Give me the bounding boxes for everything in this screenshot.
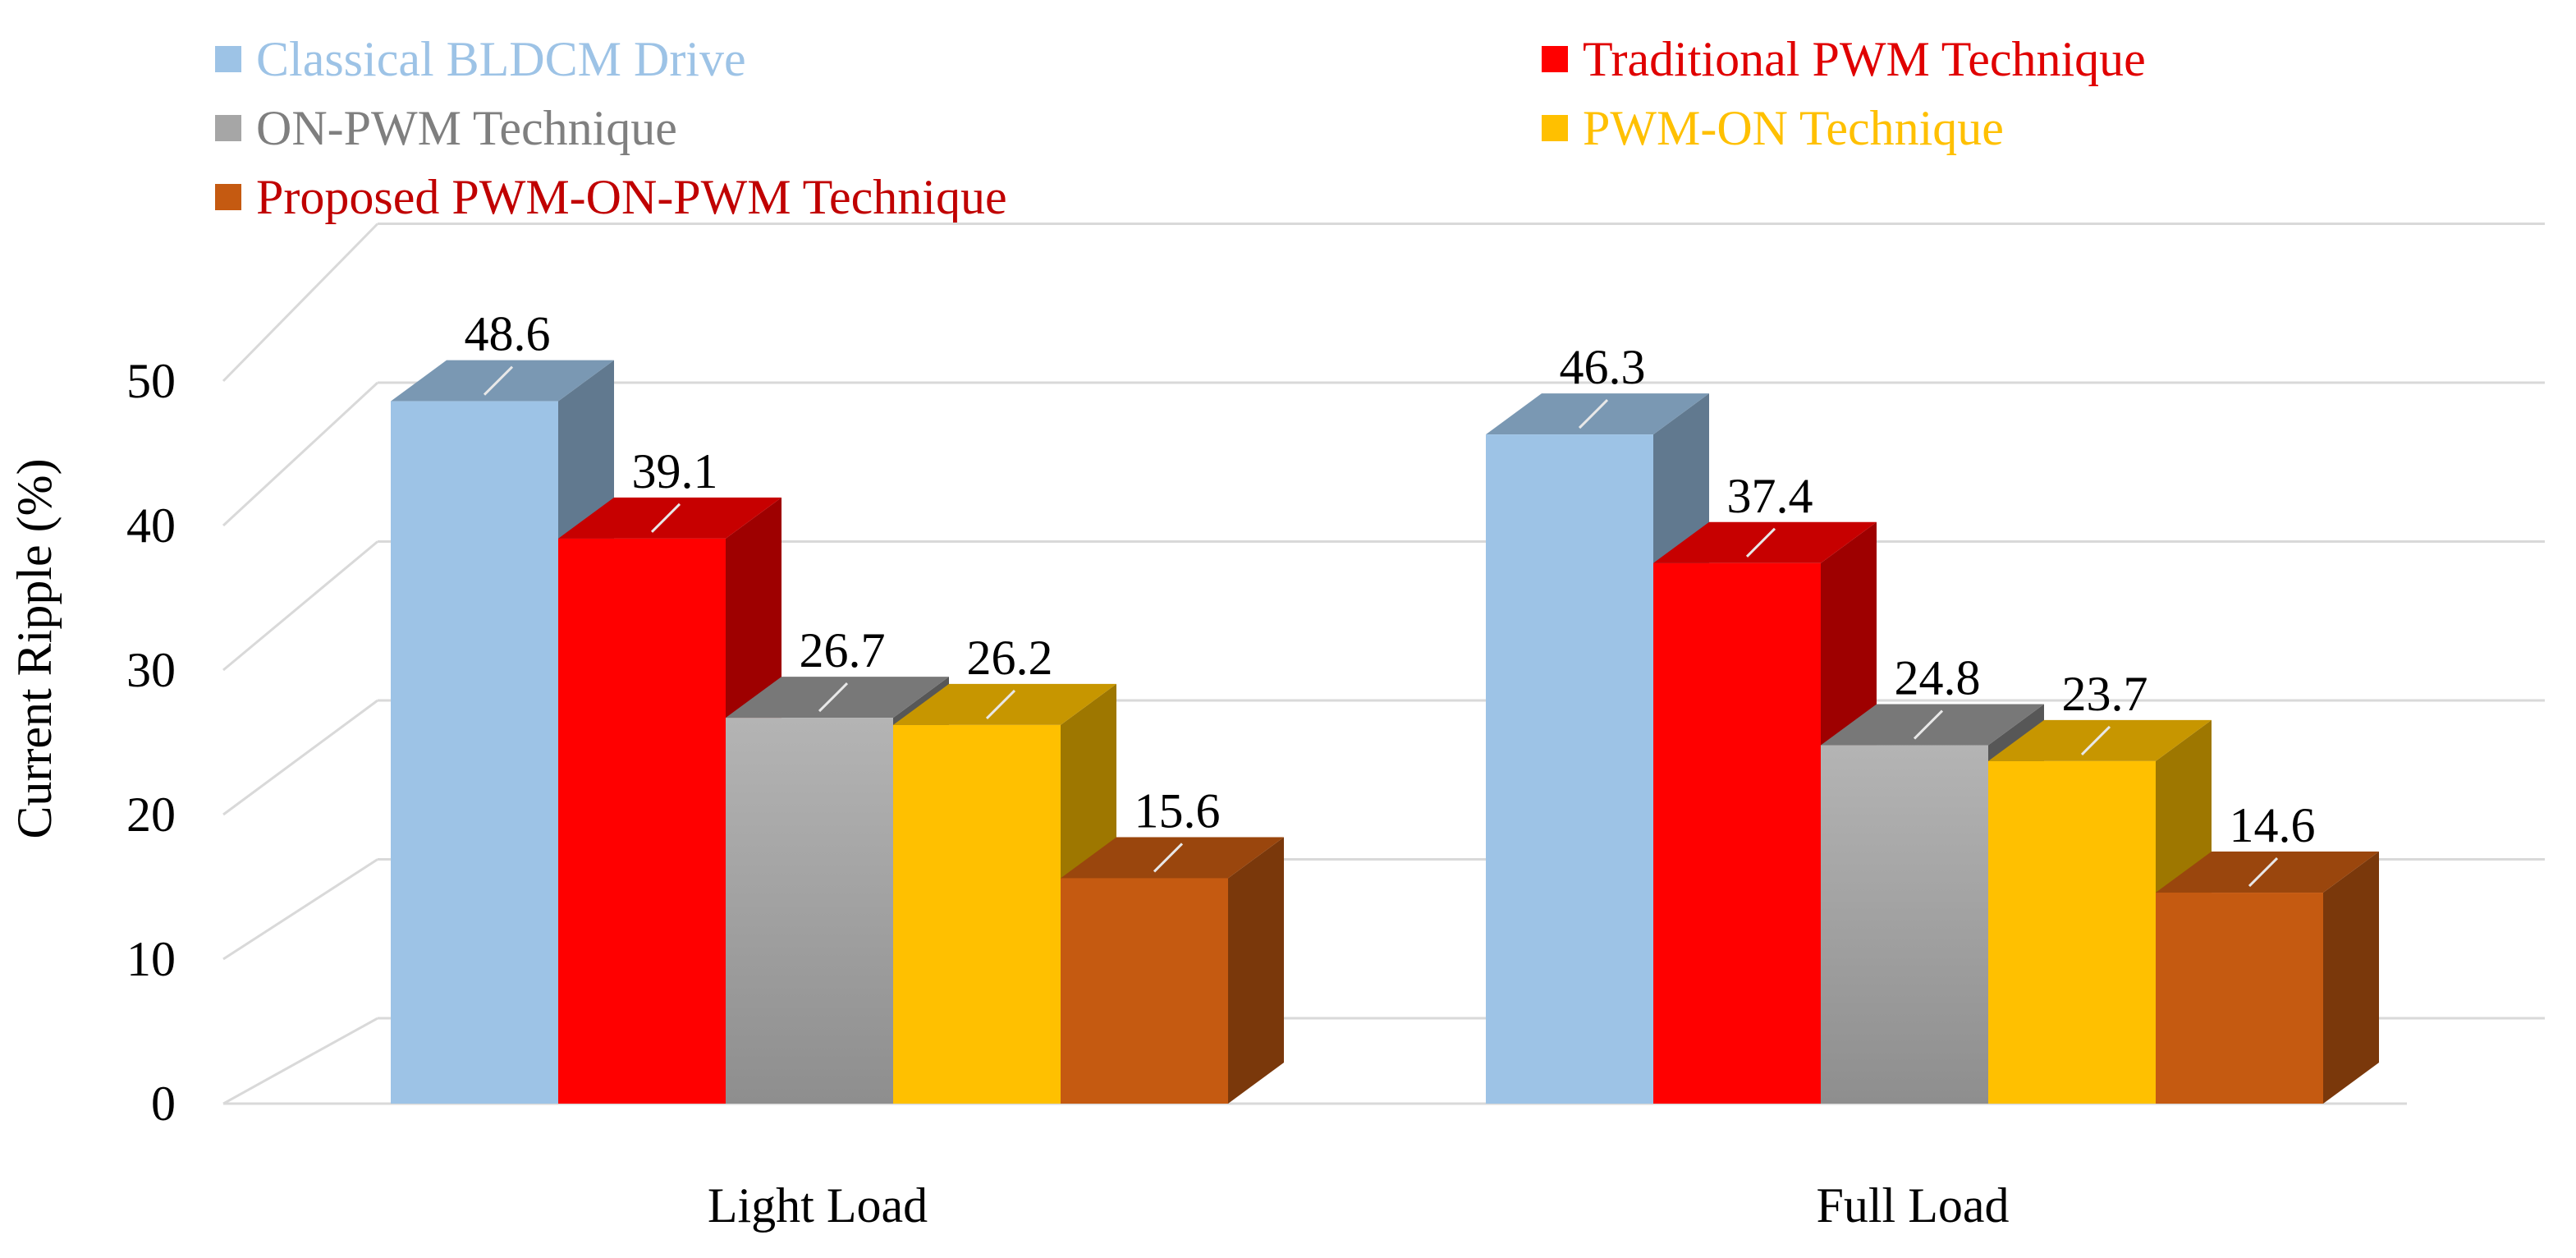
y-tick-label-50: 50 <box>126 354 176 408</box>
legend-item-proposed-pwm-on-pwm: Proposed PWM-ON-PWM Technique <box>215 163 1007 232</box>
bar-full-load-5 <box>2156 852 2379 1104</box>
gridline-depth-50 <box>222 223 379 383</box>
label-leader <box>985 689 1016 719</box>
gridline-depth-20 <box>222 699 378 816</box>
bar-front <box>391 401 558 1104</box>
legend-swatch-proposed-pwm-on-pwm <box>215 184 241 210</box>
data-labels: 48.6 39.1 26.7 26.2 15.6 46.3 37.4 24.8 23.7 14.6 <box>465 307 2316 888</box>
label-leader <box>650 503 681 533</box>
bar-front <box>1486 434 1653 1104</box>
x-axis: Light Load Full Load <box>708 1178 2010 1233</box>
legend-swatch-traditional-pwm <box>1542 46 1568 72</box>
bar-front <box>726 718 893 1104</box>
legend-item-classical-bldcm-drive: Classical BLDCM Drive <box>215 25 746 94</box>
data-label-light-load-1: 48.6 <box>465 307 551 361</box>
bar-front <box>1988 760 2156 1104</box>
x-tick-label-light-load: Light Load <box>708 1178 928 1233</box>
legend-label-proposed-pwm-on-pwm: Proposed PWM-ON-PWM Technique <box>256 169 1007 224</box>
bar-top <box>391 360 614 402</box>
label-leader <box>1745 527 1776 558</box>
legend-label-pwm-on: PWM-ON Technique <box>1583 100 2004 155</box>
data-label-full-load-5: 14.6 <box>2230 798 2316 852</box>
data-label-full-load-2: 37.4 <box>1727 469 1813 523</box>
label-leader <box>818 682 849 713</box>
gridline-depth-40 <box>222 381 379 527</box>
bar-top <box>2156 852 2379 893</box>
bar-front <box>2156 893 2323 1104</box>
y-axis: 0 10 20 30 40 50 <box>126 354 176 1131</box>
bar-top <box>1821 704 2044 746</box>
bar-front <box>1821 745 1988 1104</box>
data-label-light-load-3: 26.7 <box>800 623 886 677</box>
bar-front <box>1653 562 1821 1104</box>
bar-side <box>2323 852 2379 1104</box>
legend-swatch-on-pwm <box>215 115 241 141</box>
label-leader <box>1578 399 1609 429</box>
bar-full-load-1 <box>1486 393 1709 1104</box>
legend-item-traditional-pwm: Traditional PWM Technique <box>1542 25 2146 94</box>
legend-swatch-pwm-on <box>1542 115 1568 141</box>
legend-label-on-pwm: ON-PWM Technique <box>256 100 677 155</box>
bar-top <box>558 497 782 539</box>
bar-top <box>726 677 949 719</box>
gridline-depth-10 <box>222 858 378 961</box>
y-tick-label-30: 30 <box>126 643 176 697</box>
gridline-depth-30 <box>222 540 378 672</box>
label-leader <box>1153 842 1184 873</box>
bar-front <box>893 724 1061 1104</box>
bar-light-load-5 <box>1061 837 1284 1104</box>
x-tick-label-full-load: Full Load <box>1817 1178 2010 1233</box>
bar-front <box>1061 878 1228 1104</box>
y-tick-label-40: 40 <box>126 498 176 553</box>
legend-item-on-pwm: ON-PWM Technique <box>215 94 677 163</box>
legend-swatch-classical-bldcm-drive <box>215 46 241 72</box>
data-label-full-load-3: 24.8 <box>1895 651 1981 705</box>
bar-top <box>1486 393 1709 435</box>
data-label-light-load-5: 15.6 <box>1134 783 1221 838</box>
bars <box>391 360 2379 1104</box>
label-leader <box>2248 856 2279 888</box>
gridline-depth-0 <box>222 1017 378 1105</box>
bar-front <box>558 538 726 1104</box>
label-leader <box>2080 725 2111 755</box>
y-tick-label-20: 20 <box>126 787 176 842</box>
label-leader <box>1913 709 1944 740</box>
legend-item-pwm-on: PWM-ON Technique <box>1542 94 2004 163</box>
data-label-light-load-2: 39.1 <box>632 444 718 498</box>
y-tick-label-0: 0 <box>151 1077 176 1131</box>
chart-legend: Classical BLDCM Drive Traditional PWM Te… <box>0 0 2576 230</box>
bar-top <box>1653 521 1877 563</box>
bar-top <box>893 683 1116 725</box>
bar-side <box>1228 837 1284 1104</box>
label-leader <box>483 365 514 396</box>
y-axis-title: Current Ripple (%) <box>7 458 62 838</box>
legend-label-classical-bldcm-drive: Classical BLDCM Drive <box>256 31 746 86</box>
data-label-light-load-4: 26.2 <box>967 631 1053 685</box>
bar-top <box>1061 837 1284 879</box>
data-label-full-load-4: 23.7 <box>2062 667 2148 721</box>
bar-top <box>1988 719 2212 761</box>
y-tick-label-10: 10 <box>126 932 176 986</box>
legend-label-traditional-pwm: Traditional PWM Technique <box>1583 31 2146 86</box>
data-label-full-load-1: 46.3 <box>1560 340 1646 394</box>
